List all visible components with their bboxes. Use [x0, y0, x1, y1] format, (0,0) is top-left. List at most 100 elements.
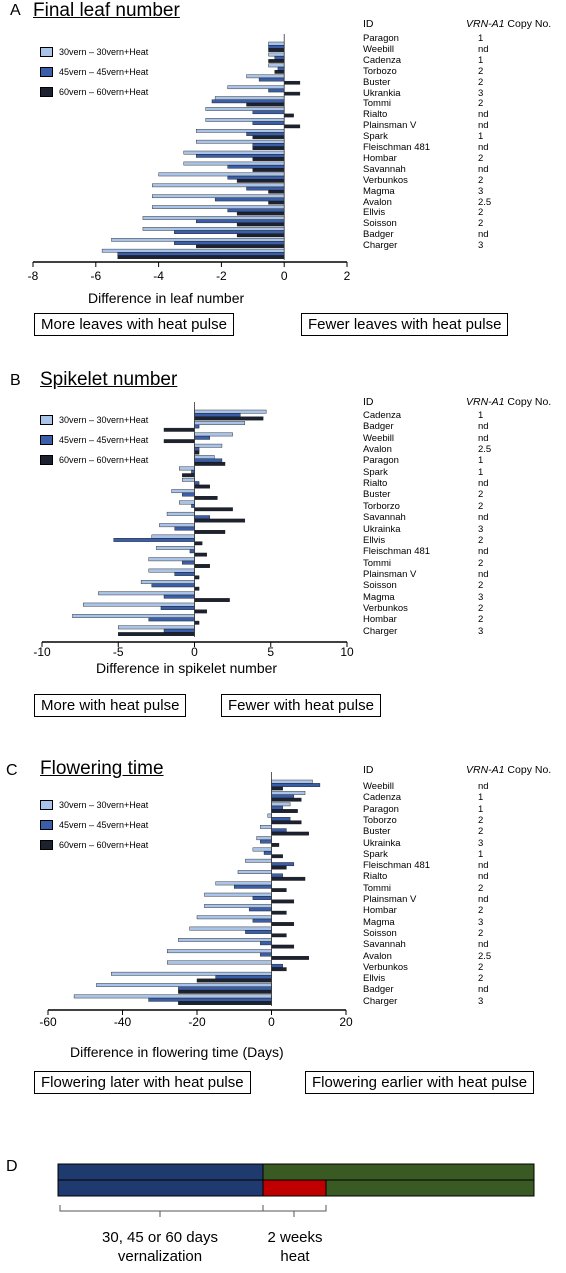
- heat-bracket: [262, 1205, 327, 1217]
- x-tick-label: -8: [28, 269, 39, 283]
- variety-name: Magma: [363, 591, 395, 603]
- variety-name: Fleischman 481: [363, 860, 431, 872]
- copy-number-value: 2.5: [478, 950, 492, 962]
- panel-title-a: Final leaf number: [33, 0, 180, 21]
- x-axis-label-c: Difference in flowering time (Days): [70, 1044, 284, 1060]
- legend-c: 30vern – 30vern+Heat 45vern – 45vern+Hea…: [40, 795, 148, 855]
- copy-number-value: nd: [478, 120, 489, 132]
- copy-number-value: 2: [478, 534, 484, 546]
- copy-number-value: 2: [478, 218, 484, 230]
- legend-item-30: 30vern – 30vern+Heat: [40, 795, 148, 815]
- heat-label-line1: 2 weeks: [267, 1229, 323, 1246]
- heat-label-line2: heat: [280, 1248, 310, 1265]
- x-tick-label: 0: [281, 269, 288, 283]
- copy-number-value: 2: [478, 500, 484, 512]
- x-tick-label: 10: [340, 645, 354, 659]
- variety-name: Weebill: [363, 781, 394, 792]
- legend-label: 45vern – 45vern+Heat: [59, 67, 149, 77]
- copy-number-value: 2: [478, 98, 484, 110]
- legend-swatch: [40, 800, 53, 810]
- legend-item-60: 60vern – 60vern+Heat: [40, 835, 148, 855]
- variety-name: Badger: [363, 421, 394, 433]
- bar-group: [166, 511, 246, 523]
- copy-number-value: 3: [478, 625, 484, 637]
- copy-number-value: nd: [478, 142, 489, 153]
- copy-number-value: nd: [478, 478, 489, 490]
- x-tick-label: -60: [39, 1015, 57, 1029]
- x-tick-label: -20: [188, 1015, 206, 1029]
- copy-number-label: Copy No.: [504, 18, 552, 30]
- legend-label: 30vern – 30vern+Heat: [59, 415, 149, 425]
- vernalization-bracket: [59, 1205, 264, 1217]
- copy-number-value: 2: [478, 905, 484, 917]
- variety-name: Verbunkos: [363, 961, 408, 973]
- heat-label: 2 weeks heat: [255, 1228, 335, 1266]
- id-column-header: ID: [363, 396, 374, 408]
- copy-number-value: nd: [478, 894, 489, 905]
- copy-number-value: 2: [478, 76, 484, 88]
- variety-name: Charger: [363, 625, 398, 637]
- legend-swatch: [40, 67, 53, 77]
- bar-group: [189, 926, 287, 938]
- legend-swatch: [40, 47, 53, 57]
- variety-name: Torbozo: [363, 65, 397, 77]
- panel-letter-c: C: [6, 762, 18, 779]
- variety-name: Rialto: [363, 109, 388, 121]
- variety-name: Cadenza: [363, 792, 402, 804]
- variety-name: Ellvis: [363, 973, 386, 985]
- note-left-a: More leaves with heat pulse: [34, 313, 234, 336]
- copy-number-value: 3: [478, 916, 484, 928]
- copy-number-column-header: VRN-A1 Copy No.: [466, 764, 551, 776]
- variety-name: Badger: [363, 984, 394, 996]
- copy-number-value: 2: [478, 961, 484, 973]
- legend-label: 30vern – 30vern+Heat: [59, 800, 149, 810]
- copy-number-value: 1: [478, 410, 484, 421]
- vernalization-label: 30, 45 or 60 days vernalization: [75, 1228, 245, 1266]
- copy-number-value: nd: [478, 871, 489, 883]
- copy-number-value: nd: [478, 984, 489, 996]
- variety-name: Toborzo: [363, 814, 397, 826]
- vernalization-label-line2: vernalization: [117, 1248, 203, 1265]
- variety-name: Soisson: [363, 580, 397, 592]
- copy-number-value: nd: [478, 229, 489, 241]
- gene-name: VRN-A1: [466, 18, 505, 30]
- variety-name: Magma: [363, 916, 395, 928]
- legend-swatch: [40, 87, 53, 97]
- variety-name: Magma: [363, 185, 395, 197]
- legend-swatch: [40, 415, 53, 425]
- x-axis-label-a: Difference in leaf number: [88, 290, 245, 306]
- variety-name: Badger: [363, 229, 394, 241]
- copy-number-value: 2: [478, 602, 484, 614]
- copy-number-value: nd: [478, 109, 489, 121]
- copy-number-value: 2: [478, 973, 484, 985]
- variety-name: Ukrankia: [363, 87, 401, 99]
- legend-label: 30vern – 30vern+Heat: [59, 47, 149, 57]
- copy-number-label: Copy No.: [504, 396, 552, 408]
- x-tick-label: 0: [268, 1015, 275, 1029]
- legend-swatch: [40, 840, 53, 850]
- copy-number-value: 2: [478, 927, 484, 939]
- variety-name: Ellvis: [363, 207, 386, 219]
- variety-name: Buster: [363, 489, 391, 501]
- variety-name: Spark: [363, 466, 388, 478]
- variety-name: Ukrainka: [363, 523, 401, 535]
- copy-number-value: nd: [478, 939, 489, 951]
- variety-name: Ellvis: [363, 534, 386, 546]
- panel-letter-d: D: [6, 1158, 18, 1175]
- variety-name: Hombar: [363, 905, 397, 917]
- variety-name: Hombar: [363, 152, 397, 164]
- variety-name: Charger: [363, 995, 398, 1007]
- legend-label: 60vern – 60vern+Heat: [59, 840, 149, 850]
- legend-label: 45vern – 45vern+Heat: [59, 435, 149, 445]
- variety-name: Avalon: [363, 196, 392, 208]
- legend-item-45: 45vern – 45vern+Heat: [40, 62, 148, 82]
- variety-name: Rialto: [363, 478, 388, 490]
- x-tick-label: 2: [344, 269, 351, 283]
- variety-name: Tommi: [363, 557, 391, 569]
- copy-number-value: 1: [478, 455, 484, 467]
- legend-label: 60vern – 60vern+Heat: [59, 455, 149, 465]
- legend-item-45: 45vern – 45vern+Heat: [40, 430, 148, 450]
- x-tick-label: -4: [153, 269, 164, 283]
- bar-group: [179, 500, 233, 512]
